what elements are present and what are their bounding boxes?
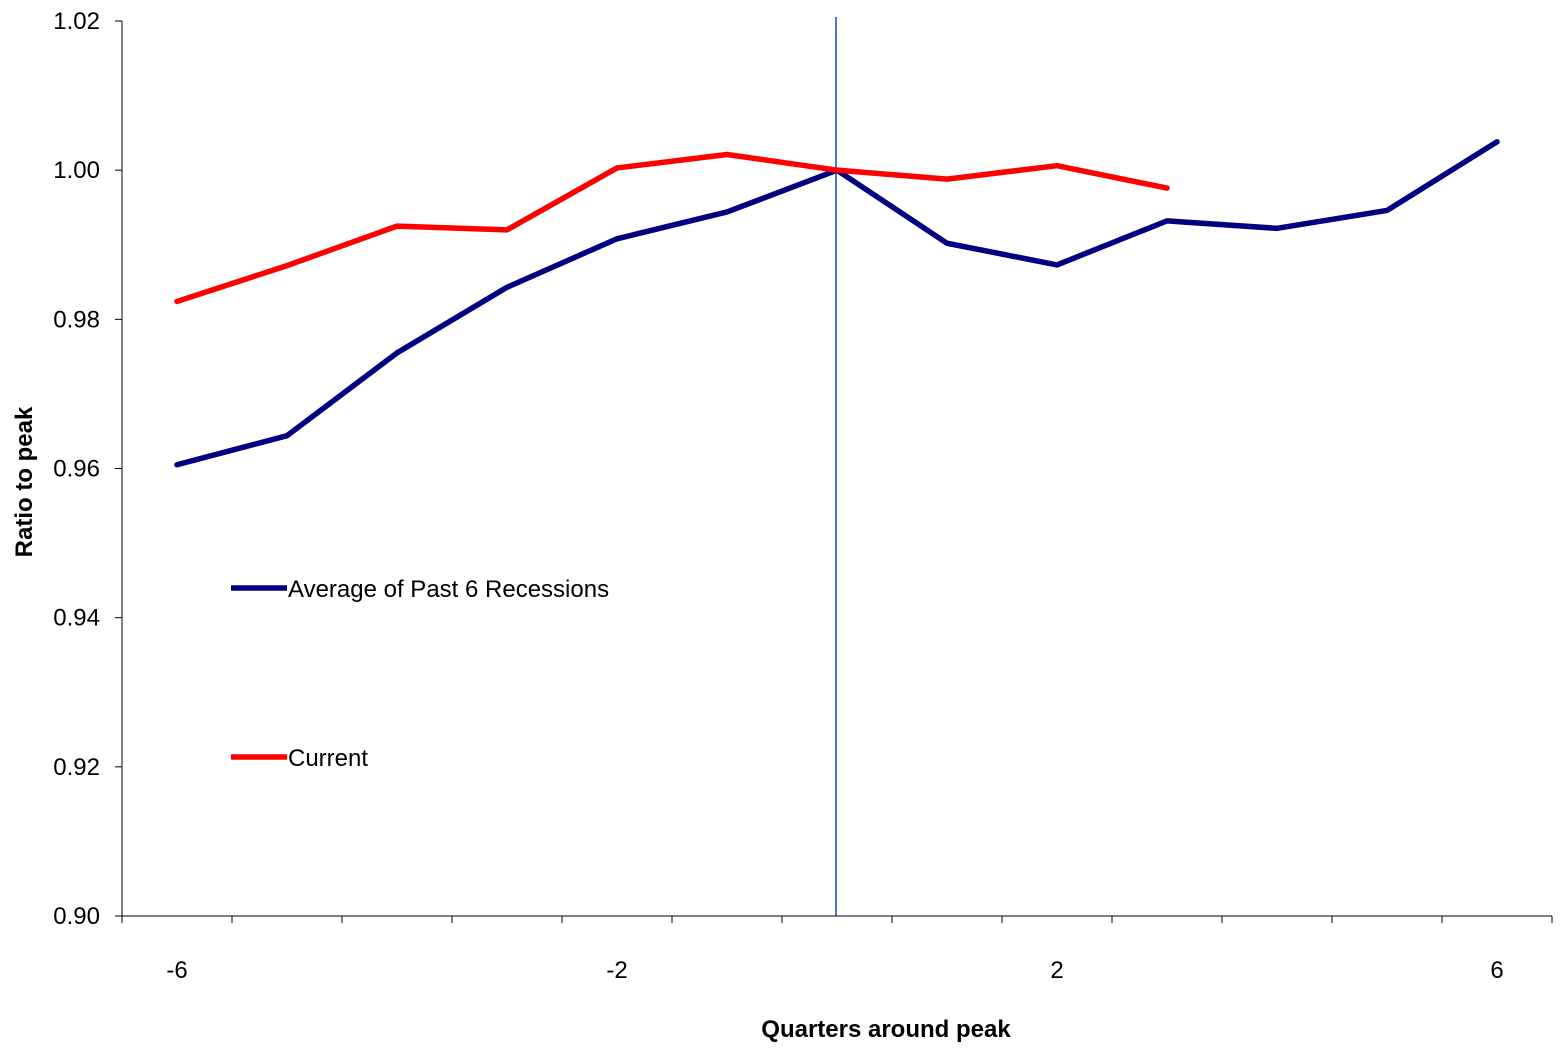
y-tick-label: 0.92 xyxy=(53,754,100,781)
legend-label: Average of Past 6 Recessions xyxy=(288,576,609,603)
y-tick-label: 0.94 xyxy=(53,605,100,632)
series-line-current xyxy=(174,151,1170,305)
series-group xyxy=(174,139,1500,468)
y-axis-title: Ratio to peak xyxy=(11,406,38,557)
x-tick-label: -2 xyxy=(606,957,627,984)
x-tick-label: 2 xyxy=(1050,957,1063,984)
axes-group: 0.90 0.92 0.94 0.96 0.98 1.00 1.02 -6 -2 2 6 xyxy=(53,8,1553,984)
x-tick-label: -6 xyxy=(166,957,187,984)
x-tick-label: 6 xyxy=(1490,957,1503,984)
y-tick-label: 0.96 xyxy=(53,456,100,483)
legend-label: Current xyxy=(288,745,368,772)
x-axis-title: Quarters around peak xyxy=(761,1016,1011,1043)
y-tick-label: 0.90 xyxy=(53,903,100,930)
y-tick-label: 1.00 xyxy=(53,157,100,184)
legend: Average of Past 6 Recessions Current xyxy=(231,576,609,772)
y-tick-label: 1.02 xyxy=(53,8,100,35)
y-tick-label: 0.98 xyxy=(53,306,100,333)
